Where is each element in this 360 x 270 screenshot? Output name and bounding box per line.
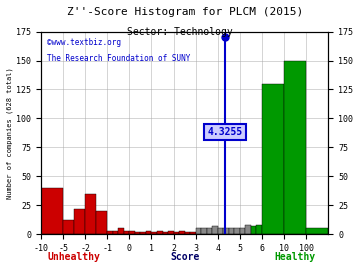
Bar bbox=[152, 232, 157, 234]
Bar bbox=[96, 211, 107, 234]
Bar bbox=[179, 231, 185, 234]
Text: 4.3255: 4.3255 bbox=[207, 127, 243, 137]
Bar bbox=[207, 228, 212, 234]
Bar bbox=[246, 225, 251, 234]
Title: Z''-Score Histogram for PLCM (2015): Z''-Score Histogram for PLCM (2015) bbox=[67, 7, 303, 17]
Bar bbox=[185, 232, 190, 234]
Bar bbox=[63, 220, 74, 234]
Bar bbox=[256, 225, 262, 234]
Bar bbox=[234, 228, 240, 234]
Bar bbox=[212, 226, 218, 234]
Y-axis label: Number of companies (628 total): Number of companies (628 total) bbox=[7, 67, 13, 199]
Text: ©www.textbiz.org: ©www.textbiz.org bbox=[47, 38, 121, 47]
Bar bbox=[135, 232, 140, 234]
Bar bbox=[118, 228, 124, 234]
Bar bbox=[218, 228, 223, 234]
Bar bbox=[240, 228, 246, 234]
Bar bbox=[85, 194, 96, 234]
Bar bbox=[146, 231, 152, 234]
Text: The Research Foundation of SUNY: The Research Foundation of SUNY bbox=[47, 54, 190, 63]
Bar bbox=[129, 231, 135, 234]
Bar bbox=[140, 232, 146, 234]
Bar bbox=[284, 60, 306, 234]
Bar bbox=[168, 231, 174, 234]
Text: Healthy: Healthy bbox=[275, 252, 316, 262]
Bar bbox=[124, 231, 129, 234]
Bar bbox=[74, 209, 85, 234]
Text: Score: Score bbox=[170, 252, 199, 262]
Bar bbox=[306, 228, 328, 234]
Bar bbox=[229, 228, 234, 234]
Bar bbox=[196, 228, 201, 234]
Bar bbox=[157, 231, 162, 234]
Bar bbox=[251, 226, 256, 234]
Bar bbox=[107, 231, 113, 234]
Bar bbox=[190, 232, 196, 234]
Bar bbox=[41, 188, 63, 234]
Bar bbox=[113, 231, 118, 234]
Text: Sector: Technology: Sector: Technology bbox=[127, 27, 233, 37]
Bar bbox=[201, 228, 207, 234]
Bar bbox=[223, 228, 229, 234]
Bar bbox=[162, 232, 168, 234]
Bar bbox=[262, 84, 284, 234]
Text: Unhealthy: Unhealthy bbox=[48, 252, 100, 262]
Bar bbox=[174, 232, 179, 234]
